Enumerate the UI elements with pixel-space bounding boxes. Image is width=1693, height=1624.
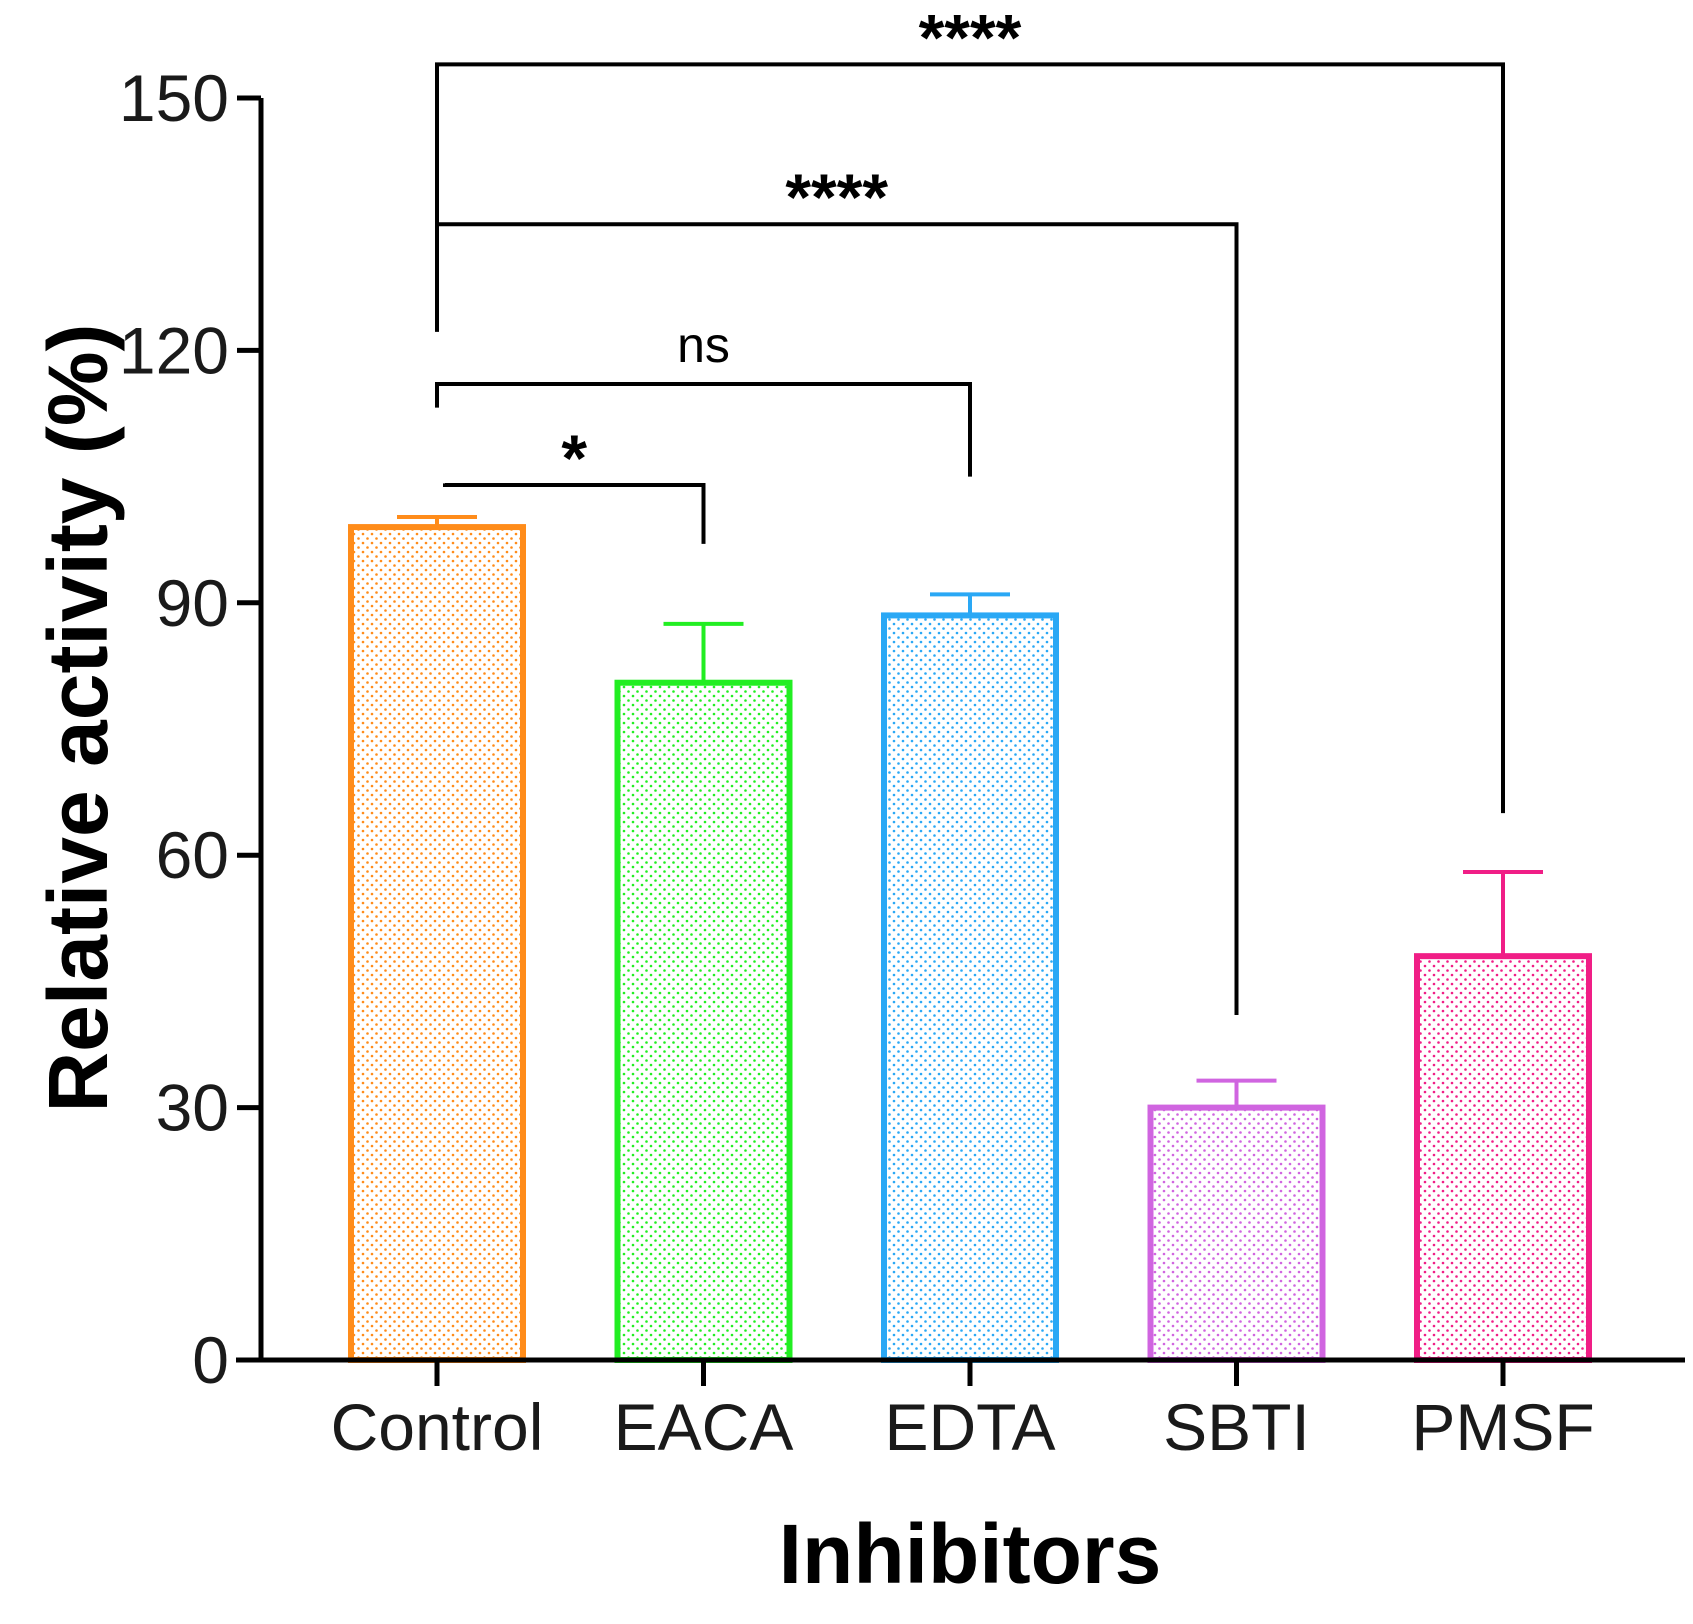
- y-tick-label-30: 30: [156, 1071, 229, 1145]
- ticks-layer: 0 30 60 90 120 150 Control EACA EDTA SBTI PMSF: [119, 61, 1595, 1464]
- y-tick-label-0: 0: [192, 1323, 229, 1397]
- x-tick-label-edta: EDTA: [884, 1390, 1055, 1464]
- significance-bracket-4: [435, 62, 1505, 814]
- bar-control: [348, 524, 526, 1363]
- significance-label-3: ****: [785, 160, 888, 234]
- axes-layer: [236, 98, 1685, 1363]
- y-tick-label-120: 120: [119, 313, 229, 387]
- bar-sbti: [1147, 1104, 1326, 1363]
- significance-bracket-2: [435, 382, 972, 477]
- y-axis-title: Relative activity (%): [31, 324, 125, 1113]
- bar-eaca: [614, 679, 793, 1363]
- x-tick-label-sbti: SBTI: [1163, 1390, 1310, 1464]
- significance-label-2: ns: [677, 317, 730, 373]
- significance-layer: * ns **** ****: [435, 0, 1505, 1016]
- bar-edta: [881, 612, 1059, 1363]
- significance-bracket-3: [435, 222, 1239, 1016]
- y-tick-label-90: 90: [156, 566, 229, 640]
- significance-label-4: ****: [919, 0, 1022, 74]
- x-axis-title: Inhibitors: [779, 1507, 1162, 1601]
- x-tick-label-pmsf: PMSF: [1411, 1390, 1594, 1464]
- x-tick-label-control: Control: [331, 1390, 544, 1464]
- bars-layer: [348, 514, 1592, 1363]
- y-tick-label-60: 60: [156, 818, 229, 892]
- significance-label-1: *: [561, 421, 587, 495]
- bar-pmsf: [1414, 953, 1592, 1363]
- significance-bracket-1: [443, 483, 706, 544]
- y-tick-label-150: 150: [119, 61, 229, 135]
- x-tick-label-eaca: EACA: [614, 1390, 794, 1464]
